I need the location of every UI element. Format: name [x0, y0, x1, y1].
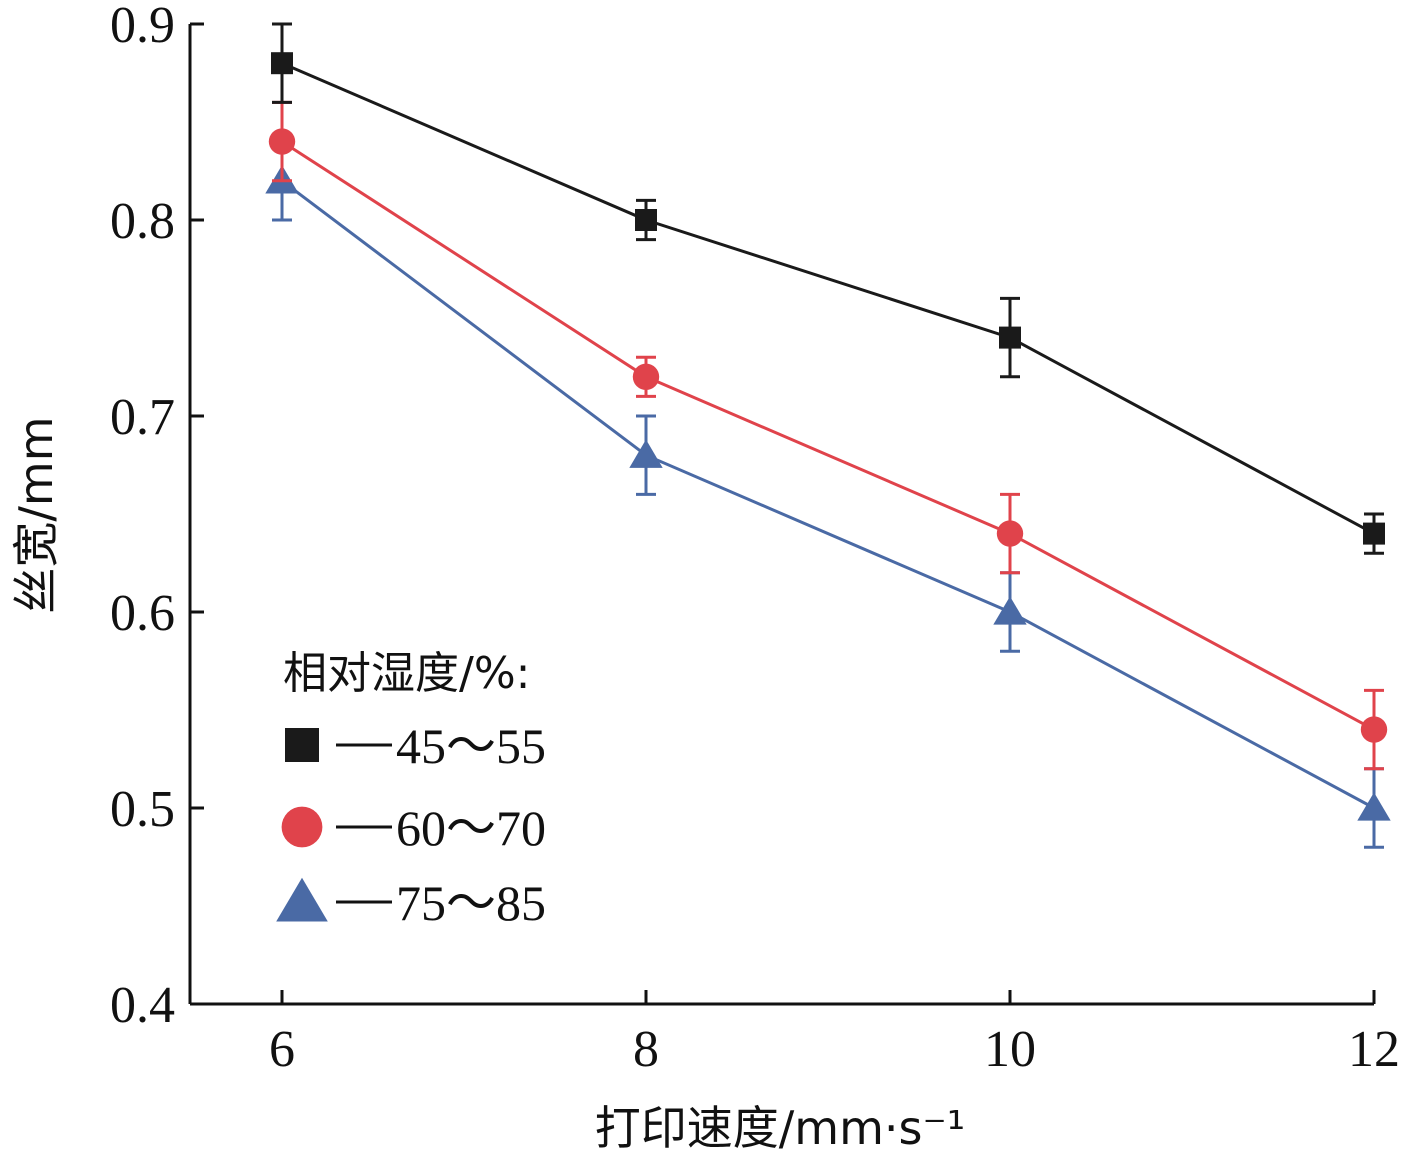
y-tick-label: 0.9: [110, 0, 175, 54]
data-point: [996, 520, 1024, 547]
legend-marker: [281, 806, 323, 848]
legend-marker: [276, 877, 328, 922]
axes: [188, 24, 1374, 1006]
series: [265, 22, 1391, 849]
legend-title: 相对湿度/%:: [283, 648, 530, 699]
x-tick-label: 12: [1348, 1021, 1400, 1078]
data-point: [629, 439, 663, 468]
legend-marker: [285, 728, 319, 762]
series-line: [281, 140, 1375, 731]
data-point: [1357, 792, 1391, 821]
series-line: [281, 179, 1375, 810]
y-tick-label: 0.7: [110, 389, 175, 446]
legend-label: 45～55: [396, 718, 546, 774]
data-point: [635, 209, 657, 231]
data-point: [1360, 716, 1388, 743]
series-line: [281, 61, 1375, 535]
data-point: [632, 363, 660, 390]
y-tick-label: 0.8: [110, 193, 175, 250]
data-point: [993, 596, 1027, 625]
y-tick-label: 0.5: [110, 781, 175, 838]
x-axis-title: 打印速度/mm·s⁻¹: [595, 1101, 965, 1155]
series-1: [268, 100, 1388, 771]
x-tick-label: 6: [269, 1021, 295, 1078]
data-point: [999, 326, 1021, 349]
ticks: 0.4 0.5 0.6 0.7 0.8 0.9 6 8 10 12: [110, 0, 1400, 1078]
y-axis-title: 丝宽/mm: [9, 416, 63, 613]
series-0: [271, 22, 1385, 555]
y-tick-label: 0.4: [110, 977, 175, 1034]
legend-label: 75～85: [396, 875, 546, 931]
legend-label: 60～70: [396, 800, 546, 856]
y-tick-label: 0.6: [110, 585, 175, 642]
data-point: [271, 52, 293, 75]
data-point: [268, 128, 296, 155]
x-tick-label: 10: [984, 1021, 1036, 1078]
legend: 相对湿度/%: 45～55 60～70 75～85: [276, 648, 546, 931]
x-tick-label: 8: [633, 1021, 659, 1078]
data-point: [1363, 522, 1385, 545]
